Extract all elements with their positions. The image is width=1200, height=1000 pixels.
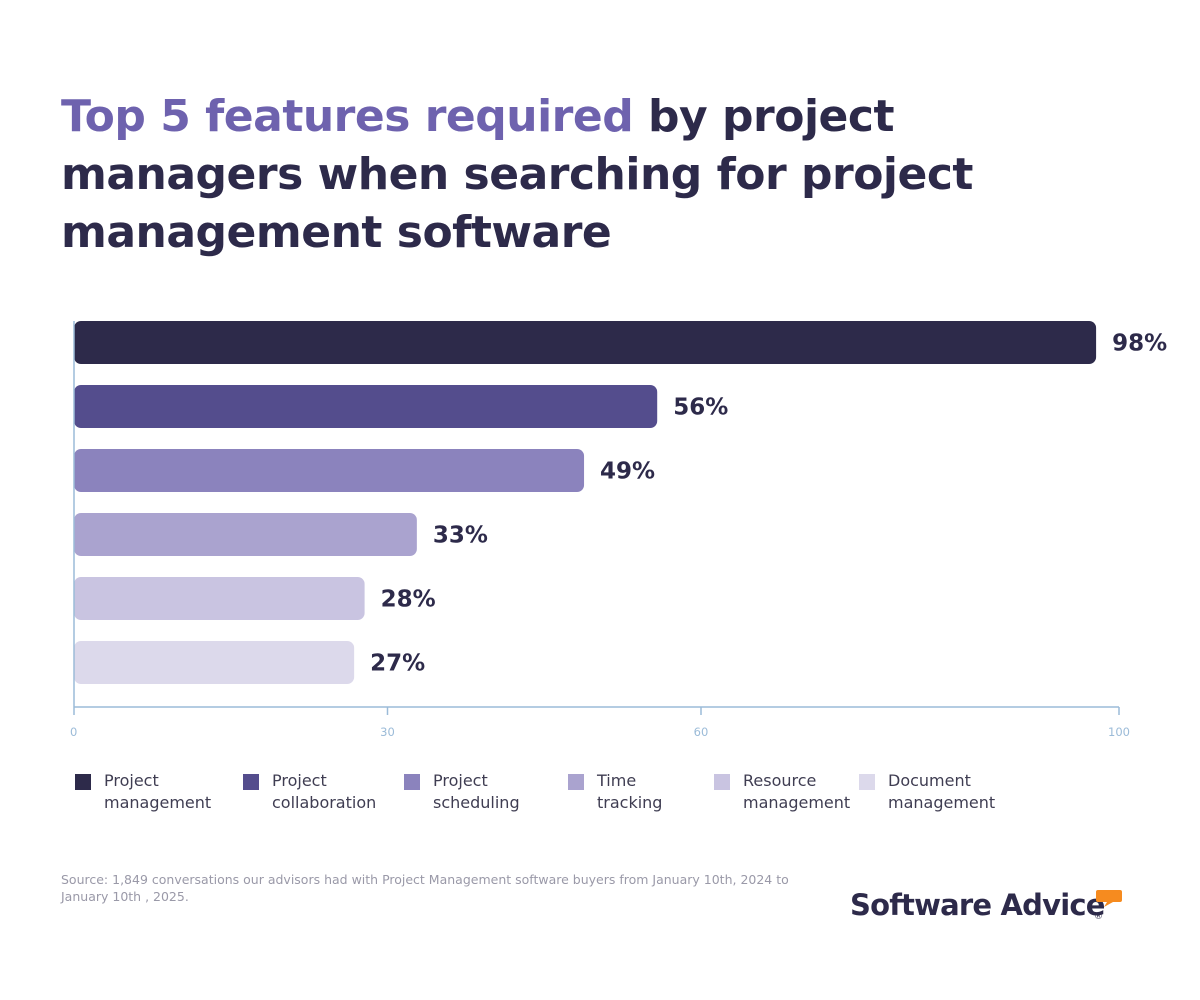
bar [74,577,365,620]
speech-bubble-icon [1096,890,1122,907]
bar-value-label: 33% [433,523,488,549]
brand-logo: Software Advice ® [850,888,1125,928]
legend-label: Project collaboration [272,771,377,812]
x-tick-label: 100 [1108,725,1130,739]
bar [74,385,658,428]
legend-label: Resource management [743,771,851,812]
legend-swatch [714,774,730,790]
bar-value-label: 98% [1112,331,1167,357]
legend-item-project-collaboration: Project collaboration [243,770,376,814]
title-rest: by project managers when searching for p… [61,91,973,258]
legend-item-time-tracking: Time tracking [568,770,662,814]
legend-item-project-scheduling: Project scheduling [404,770,520,814]
chart-title: Top 5 features required by project manag… [61,88,1141,262]
bar-value-label: 49% [600,459,655,485]
legend-item-project-management: Project management [75,770,211,814]
source-note: Source: 1,849 conversations our advisors… [61,872,789,904]
bar [74,449,585,492]
legend-swatch [75,774,91,790]
x-tick-label: 30 [380,725,395,739]
registered-mark: ® [1094,912,1103,922]
x-tick-label: 0 [70,725,77,739]
chart-legend: Project management Project collaboration P… [0,770,1200,830]
legend-swatch [404,774,420,790]
legend-item-resource-management: Resource management [714,770,850,814]
legend-swatch [568,774,584,790]
bar [74,321,1097,364]
legend-label: Time tracking [597,771,663,812]
legend-label: Document management [888,771,996,812]
x-tick-label: 60 [694,725,709,739]
legend-label: Project scheduling [433,771,520,812]
bar-value-label: 27% [370,651,425,677]
legend-swatch [243,774,259,790]
legend-label: Project management [104,771,212,812]
legend-swatch [859,774,875,790]
bar [74,641,355,684]
bar [74,513,417,556]
bar-chart: 98% 56% 49% 33% 28% 27% 0 30 60 100 [70,321,1167,739]
title-highlight: Top 5 features required [61,91,634,142]
legend-item-document-management: Document management [859,770,995,814]
bar-value-label: 28% [381,587,436,613]
bar-value-label: 56% [673,395,728,421]
brand-name: Software Advice [850,888,1105,922]
